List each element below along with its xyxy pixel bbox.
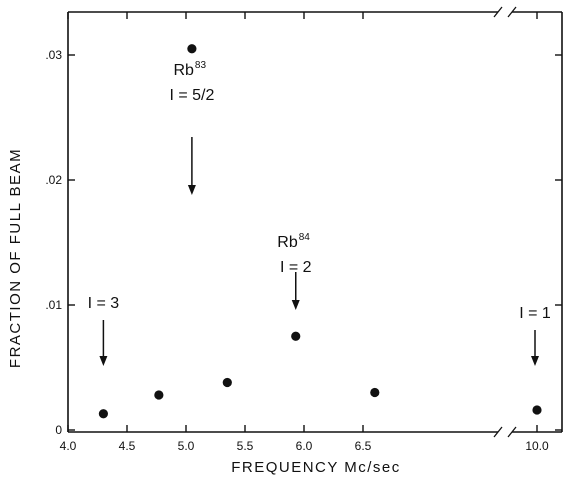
annotation: I = 1 [519,305,551,366]
annotation: I = 3 [88,295,120,366]
data-point [154,390,164,400]
data-point [532,405,542,415]
annotation-arrowhead [187,185,196,195]
x-tick-label: 6.5 [355,439,372,453]
annotation-text: Rb [277,234,298,251]
axis-break-mark [493,426,503,438]
annotation-text: I = 5/2 [169,87,214,104]
x-tick-label: 5.0 [178,439,195,453]
x-tick-label: 10.0 [525,439,549,453]
y-tick-label: 0 [55,423,62,437]
y-tick-label: .03 [45,48,62,62]
data-point [98,409,108,419]
annotation-arrowhead [291,300,300,310]
annotation-text: I = 1 [519,305,551,322]
data-point [291,331,301,341]
axis-break-mark [507,426,517,438]
data-point [222,377,232,388]
x-tick-label: 4.5 [119,439,136,453]
axis-break-mark [493,6,503,18]
y-tick-label: .01 [45,298,62,312]
annotation-text: Rb [173,62,194,79]
data-point [187,44,197,54]
x-tick-label: 6.0 [296,439,313,453]
data-point [370,387,380,398]
annotation-arrowhead [99,356,108,366]
x-axis-title: FREQUENCY Mc/sec [231,459,401,476]
x-tick-label: 4.0 [60,439,77,453]
y-axis-title: FRACTION OF FULL BEAM [7,148,24,368]
annotation-text: I = 3 [88,295,120,312]
annotation-superscript: 83 [195,60,207,71]
annotation: Rb 84 I = 2 [277,232,312,310]
x-tick-label: 5.5 [237,439,254,453]
annotation-arrowhead [531,356,539,366]
annotation: Rb 83 I = 5/2 [169,60,214,195]
annotation-text: I = 2 [280,259,312,276]
axis-break-mark [507,6,517,18]
annotation-superscript: 84 [299,232,311,243]
y-tick-label: .02 [45,173,62,187]
